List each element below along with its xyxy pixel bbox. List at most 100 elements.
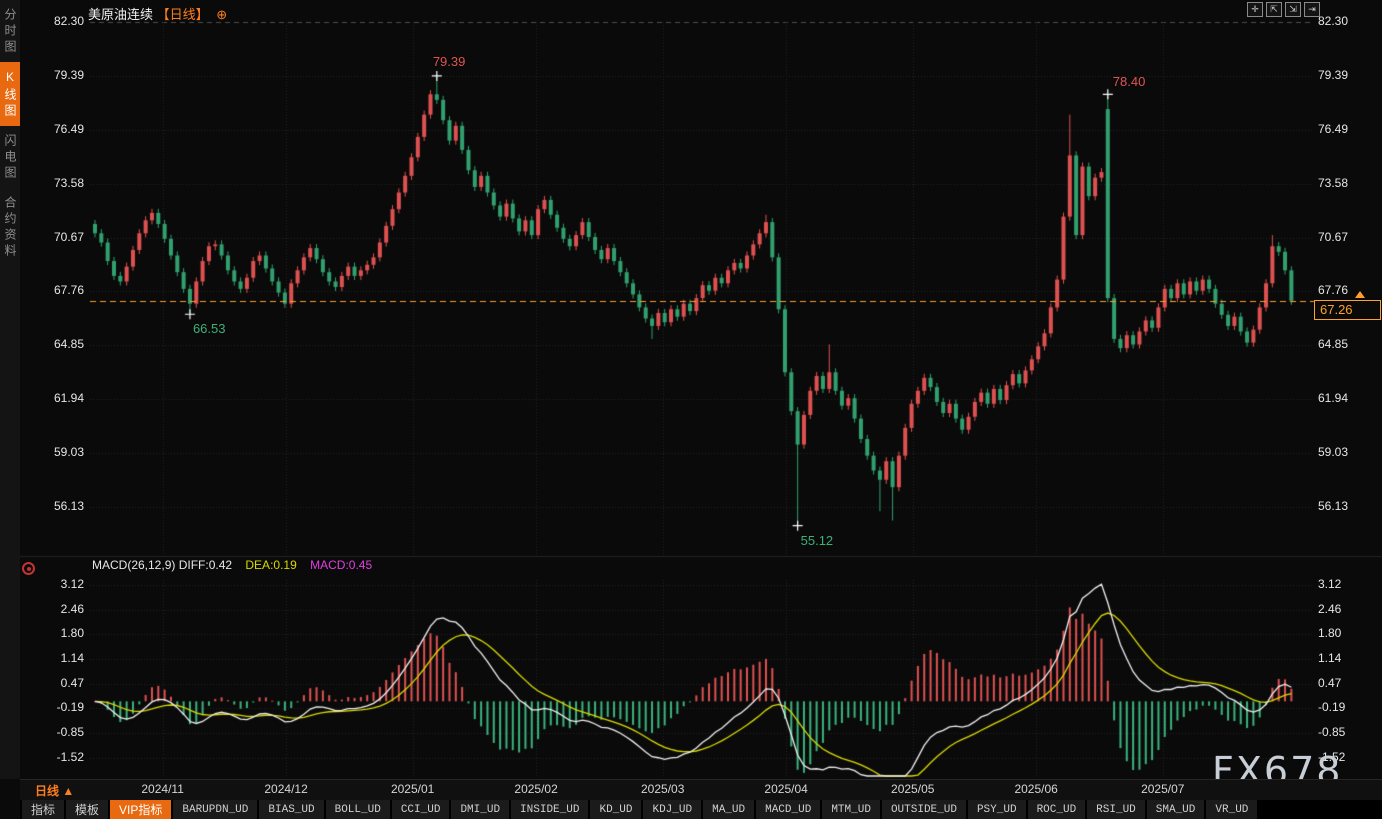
price-axis-left: 82.30 79.39 76.49 73.58 70.67 67.76 64.85 61.94… xyxy=(20,0,88,560)
current-price-box: 67.26 xyxy=(1314,300,1381,320)
price-axis-label: 56.13 xyxy=(1318,499,1349,513)
indicator-toolbar: 指标 模板 VIP指标 BARUPDN_UD BIAS_UD BOLL_UD CCI_UD D… xyxy=(20,800,1382,819)
toolbar-item-OUTSIDE_UD[interactable]: OUTSIDE_UD xyxy=(881,800,966,819)
date-axis-row: 日线 ▲ 2024/11 2024/12 2025/01 2025/02 2025/03… xyxy=(20,779,1382,800)
chart-tool-icons: ✛ ⇱ ⇲ ⇥ xyxy=(1247,2,1320,17)
macd-dea-value: DEA:0.19 xyxy=(245,558,297,572)
macd-axis-label: -0.19 xyxy=(1318,700,1346,715)
price-axis-label: 70.67 xyxy=(53,229,84,244)
pan-tool-icon[interactable]: ✛ xyxy=(1247,2,1263,17)
macd-axis-left: 3.12 2.46 1.80 1.14 0.47 -0.19 -0.85 -1.52 xyxy=(20,0,88,819)
date-label: 2025/03 xyxy=(640,782,685,796)
sidebar-item-kline-chart[interactable]: K线图 xyxy=(0,62,20,126)
price-axis-label: 73.58 xyxy=(53,175,84,190)
pan-right-icon[interactable]: ⇥ xyxy=(1304,2,1320,17)
price-axis-label: 70.67 xyxy=(1318,229,1349,244)
price-axis-label: 82.30 xyxy=(53,14,84,28)
price-axis-label: 67.76 xyxy=(1318,283,1349,298)
macd-axis-label: 1.14 xyxy=(1318,650,1342,665)
macd-axis-label: 3.12 xyxy=(60,577,84,591)
sidebar: 分时图 K线图 闪电图 合约资料 xyxy=(0,0,20,779)
price-axis-label: 76.49 xyxy=(1318,121,1349,136)
sidebar-item-flash-chart[interactable]: 闪电图 xyxy=(3,134,17,182)
toolbar-item-模板[interactable]: 模板 xyxy=(66,800,109,819)
date-label: 2025/06 xyxy=(1014,782,1058,796)
macd-indicator-header: MACD(26,12,9) DIFF:0.42 DEA:0.19 MACD:0.… xyxy=(92,558,372,572)
price-axis-label: 79.39 xyxy=(53,67,84,82)
macd-axis-label: -0.19 xyxy=(56,700,84,715)
price-axis-label: 59.03 xyxy=(1318,445,1349,460)
price-axis-label: 61.94 xyxy=(53,391,84,406)
target-dot xyxy=(26,566,31,571)
price-up-arrow-icon xyxy=(1355,291,1365,298)
toolbar-item-BIAS_UD[interactable]: BIAS_UD xyxy=(259,800,324,819)
toolbar-item-MTM_UD[interactable]: MTM_UD xyxy=(822,800,880,819)
price-axis-label: 76.49 xyxy=(53,121,84,136)
price-axis-label: 61.94 xyxy=(1318,391,1349,406)
macd-axis-label: 0.47 xyxy=(60,675,84,690)
toolbar-item-ROC_UD[interactable]: ROC_UD xyxy=(1027,800,1086,819)
toolbar-item-MA_UD[interactable]: MA_UD xyxy=(703,800,755,819)
price-annotation-55.12: 55.12 xyxy=(800,532,834,548)
price-axis-label: 79.39 xyxy=(1318,67,1349,82)
period-tag: 【日线】 xyxy=(156,7,209,22)
toolbar-item-DMI_UD[interactable]: DMI_UD xyxy=(451,800,510,819)
y-axis-scale-icon[interactable]: ⇱ xyxy=(1266,2,1282,17)
toolbar-item-KD_UD[interactable]: KD_UD xyxy=(590,800,642,819)
chart-title: 美原油连续 【日线】 ⊕ xyxy=(88,4,227,23)
macd-axis-label: 2.46 xyxy=(1318,601,1342,616)
sidebar-item-contract-info[interactable]: 合约资料 xyxy=(3,196,17,260)
price-annotation-78.40: 78.40 xyxy=(1112,74,1146,90)
macd-bar-value: MACD:0.45 xyxy=(310,558,373,572)
macd-axis-label: 0.47 xyxy=(1318,675,1342,690)
price-axis-right: 82.30 79.39 76.49 73.58 70.67 67.76 64.85 61.94… xyxy=(1318,0,1378,560)
period-selector[interactable]: 日线 ▲ xyxy=(35,784,75,798)
x-axis-scale-icon[interactable]: ⇲ xyxy=(1285,2,1301,17)
toolbar-item-INSIDE_UD[interactable]: INSIDE_UD xyxy=(511,800,589,819)
toolbar-item-VIP指标[interactable]: VIP指标 xyxy=(110,800,172,819)
toolbar-item-SMA_UD[interactable]: SMA_UD xyxy=(1146,800,1205,819)
macd-axis-label: 3.12 xyxy=(1318,577,1342,591)
date-label: 2025/04 xyxy=(764,782,808,796)
macd-axis-label: -1.52 xyxy=(56,750,84,764)
macd-params-diff: MACD(26,12,9) DIFF:0.42 xyxy=(92,558,233,572)
price-axis-label: 67.76 xyxy=(53,283,84,298)
symbol-name: 美原油连续 xyxy=(88,7,154,22)
macd-axis-label: 2.46 xyxy=(60,601,84,616)
date-label: 2024/12 xyxy=(264,782,308,796)
indicator-target-icon[interactable] xyxy=(22,562,35,575)
price-annotation-79.39: 79.39 xyxy=(432,53,466,69)
toolbar-item-BARUPDN_UD[interactable]: BARUPDN_UD xyxy=(173,800,258,819)
date-label: 2024/11 xyxy=(141,782,184,796)
price-annotation-66.53: 66.53 xyxy=(192,321,226,337)
macd-axis-label: 1.80 xyxy=(60,626,84,641)
macd-axis-label: -0.85 xyxy=(56,725,84,740)
date-label: 2025/02 xyxy=(514,782,558,796)
macd-axis-label: -1.52 xyxy=(1318,750,1346,764)
price-axis-label: 73.58 xyxy=(1318,175,1349,190)
toolbar-item-KDJ_UD[interactable]: KDJ_UD xyxy=(643,800,702,819)
toolbar-item-MACD_UD[interactable]: MACD_UD xyxy=(756,800,821,819)
macd-axis-label: 1.80 xyxy=(1318,626,1342,641)
price-axis-label: 56.13 xyxy=(53,499,84,513)
price-axis-label: 64.85 xyxy=(1318,337,1349,352)
date-label: 2025/07 xyxy=(1141,782,1185,796)
sidebar-item-time-chart[interactable]: 分时图 xyxy=(3,8,17,56)
toolbar-item-PSY_UD[interactable]: PSY_UD xyxy=(967,800,1026,819)
expand-icon[interactable]: ⊕ xyxy=(216,7,228,22)
toolbar-item-RSI_UD[interactable]: RSI_UD xyxy=(1087,800,1145,819)
date-label: 2025/01 xyxy=(390,782,435,796)
macd-axis-label: -0.85 xyxy=(1318,725,1346,740)
date-label: 2025/05 xyxy=(891,782,935,796)
toolbar-item-BOLL_UD[interactable]: BOLL_UD xyxy=(325,800,390,819)
toolbar-item-VR_UD[interactable]: VR_UD xyxy=(1206,800,1258,819)
price-axis-label: 59.03 xyxy=(53,445,84,460)
price-axis-label: 64.85 xyxy=(53,337,84,352)
toolbar-item-指标[interactable]: 指标 xyxy=(22,800,65,819)
price-axis-label: 82.30 xyxy=(1318,14,1349,28)
macd-axis-right: 3.12 2.46 1.80 1.14 0.47 -0.19 -0.85 -1.52 xyxy=(1318,0,1378,819)
period-arrow-icon: ▲ xyxy=(62,784,75,798)
macd-axis-label: 1.14 xyxy=(60,650,84,665)
toolbar-item-CCI_UD[interactable]: CCI_UD xyxy=(391,800,450,819)
